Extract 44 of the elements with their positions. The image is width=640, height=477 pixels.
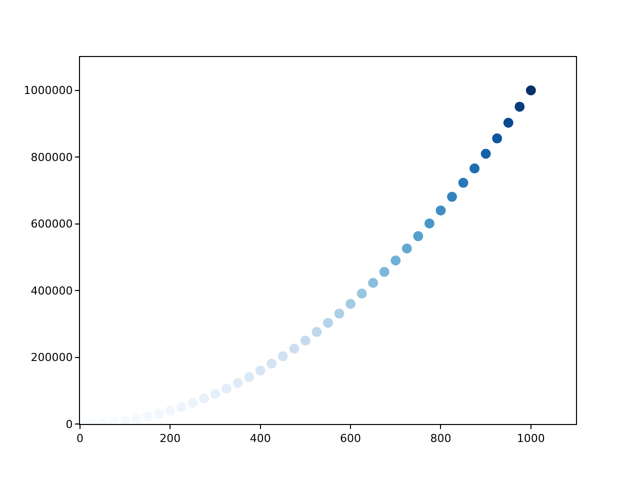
point (424, 218, 434, 228)
point (334, 308, 344, 319)
point (222, 384, 232, 394)
point (514, 102, 525, 112)
point (368, 278, 378, 288)
point (312, 326, 322, 337)
x-tick-label: 1000 (516, 432, 545, 446)
point (323, 318, 333, 328)
point (244, 372, 254, 382)
point (458, 178, 468, 188)
point (356, 288, 367, 299)
x-tick-label: 800 (430, 432, 452, 446)
point (210, 388, 220, 399)
x-tick-label: 600 (340, 432, 362, 446)
point (266, 358, 277, 369)
x-tick-label: 200 (160, 432, 181, 446)
point (300, 336, 310, 346)
y-tick-label: 800000 (30, 150, 73, 164)
point (120, 416, 130, 424)
y-tick-label: 600000 (30, 218, 73, 231)
y-tick-label: 400000 (30, 284, 73, 298)
x-tick-label: 0 (76, 432, 84, 446)
point (402, 244, 412, 254)
point (447, 192, 457, 202)
point (346, 298, 356, 309)
point (492, 133, 502, 144)
point (503, 118, 514, 128)
point (379, 266, 390, 277)
point (526, 85, 536, 96)
point (480, 148, 491, 159)
point (390, 256, 401, 266)
point (255, 366, 266, 376)
point (436, 205, 446, 216)
point (232, 378, 243, 388)
y-tick-label: 200000 (30, 351, 73, 364)
point (278, 351, 288, 362)
x-tick-label: 400 (250, 432, 271, 446)
point (289, 344, 300, 354)
y-tick-label: 1000000 (24, 84, 73, 98)
y-tick-label: 0 (66, 418, 73, 431)
point (199, 394, 209, 404)
point (131, 414, 142, 424)
point (413, 231, 424, 242)
point (470, 163, 480, 174)
